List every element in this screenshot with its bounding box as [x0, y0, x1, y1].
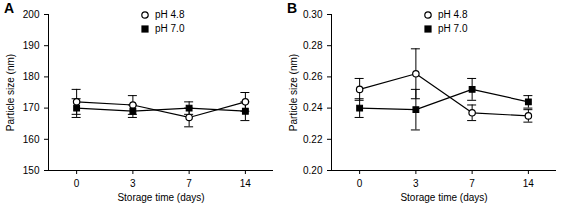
svg-text:7: 7	[186, 178, 192, 189]
html-text:B: B	[287, 0, 298, 16]
svg-text:0.20: 0.20	[303, 165, 323, 176]
svg-text:0.26: 0.26	[303, 71, 323, 82]
svg-text:3: 3	[130, 178, 136, 189]
svg-text:200: 200	[23, 9, 40, 20]
html-text:pH 7.0: pH 7.0	[438, 23, 468, 34]
svg-text:170: 170	[23, 102, 40, 113]
svg-text:Storage time (days): Storage time (days)	[117, 192, 204, 203]
svg-text:Particle size (nm): Particle size (nm)	[288, 54, 299, 131]
html-text:A: A	[4, 0, 15, 16]
svg-text:14: 14	[240, 178, 252, 189]
svg-text:14: 14	[523, 178, 535, 189]
svg-text:160: 160	[23, 134, 40, 145]
html-text:pH 4.8: pH 4.8	[155, 9, 185, 20]
svg-text:Particle size (nm): Particle size (nm)	[5, 54, 16, 131]
svg-text:Storage time (days): Storage time (days)	[400, 192, 487, 203]
svg-text:0.30: 0.30	[303, 9, 323, 20]
svg-text:190: 190	[23, 40, 40, 51]
svg-text:7: 7	[469, 178, 475, 189]
svg-text:0.22: 0.22	[303, 134, 323, 145]
svg-text:0: 0	[357, 178, 363, 189]
html-text:pH 7.0: pH 7.0	[155, 23, 185, 34]
svg-text:0.24: 0.24	[303, 102, 323, 113]
svg-text:3: 3	[413, 178, 419, 189]
svg-text:150: 150	[23, 165, 40, 176]
svg-text:180: 180	[23, 71, 40, 82]
svg-text:0.28: 0.28	[303, 40, 323, 51]
svg-text:0: 0	[74, 178, 80, 189]
html-text:pH 4.8: pH 4.8	[438, 9, 468, 20]
